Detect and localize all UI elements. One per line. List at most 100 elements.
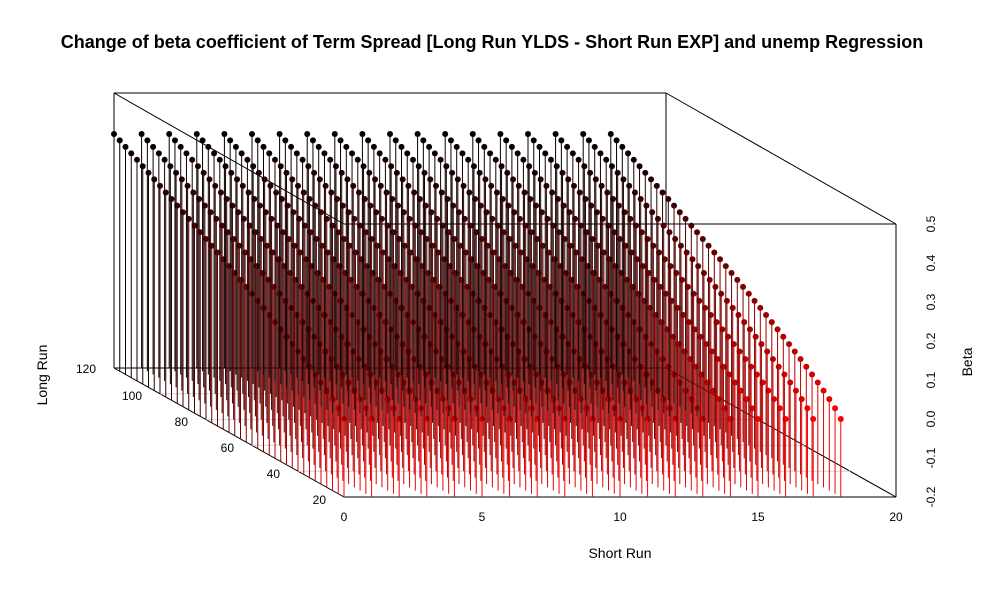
data-point — [498, 163, 505, 170]
data-point — [741, 319, 748, 326]
data-point — [393, 169, 400, 176]
data-point — [643, 202, 650, 209]
data-point — [442, 131, 449, 137]
z-tick-label: 0.5 — [924, 215, 938, 232]
data-point — [787, 379, 794, 386]
data-point — [542, 150, 549, 157]
data-point — [410, 156, 416, 163]
data-point — [531, 169, 538, 176]
data-point — [155, 150, 162, 157]
data-point — [388, 163, 395, 170]
data-point — [706, 276, 713, 283]
data-point — [559, 169, 566, 176]
x-tick-label: 0 — [341, 510, 348, 524]
data-point — [139, 163, 146, 170]
data-point — [792, 387, 799, 394]
data-point — [608, 163, 615, 170]
data-point — [304, 131, 311, 137]
data-point — [134, 156, 140, 163]
data-point — [571, 182, 577, 189]
data-point — [454, 176, 461, 183]
data-point — [460, 182, 467, 189]
data-point — [711, 249, 718, 256]
data-point — [470, 163, 477, 170]
data-point — [360, 163, 367, 170]
data-point — [349, 150, 356, 157]
data-point — [437, 156, 444, 163]
data-point — [598, 182, 605, 189]
y-tick-label: 60 — [221, 441, 235, 455]
data-point — [745, 290, 752, 297]
data-point — [427, 176, 434, 183]
data-point — [659, 189, 666, 196]
data-point — [184, 182, 191, 189]
data-point — [781, 371, 788, 378]
data-point — [316, 176, 323, 183]
z-tick-label: -0.2 — [924, 486, 938, 507]
data-point — [694, 229, 701, 236]
data-point — [300, 189, 307, 196]
data-point — [769, 356, 776, 363]
data-point — [666, 229, 673, 236]
data-point — [295, 182, 301, 189]
data-point — [399, 176, 406, 183]
data-point — [116, 137, 123, 144]
data-point — [503, 137, 510, 144]
data-point — [405, 182, 412, 189]
data-point — [521, 189, 528, 196]
data-point — [543, 182, 550, 189]
data-point — [820, 387, 827, 394]
data-point — [171, 137, 178, 144]
data-point — [597, 150, 604, 157]
data-point — [603, 156, 610, 163]
data-point — [327, 156, 334, 163]
data-point — [626, 182, 633, 189]
data-point — [433, 182, 439, 189]
data-point — [447, 137, 454, 144]
data-point — [144, 137, 151, 144]
data-point — [558, 137, 565, 144]
data-point — [672, 235, 679, 242]
data-point — [631, 189, 638, 196]
data-point — [797, 356, 804, 363]
data-point — [267, 182, 274, 189]
data-point — [585, 137, 592, 144]
data-point — [536, 143, 543, 150]
data-point — [288, 143, 295, 150]
data-point — [282, 137, 289, 144]
data-point — [729, 304, 736, 311]
data-point — [189, 156, 196, 163]
z-axis: -0.2 -0.1 0.0 0.1 0.2 0.3 0.4 0.5 — [924, 215, 938, 507]
data-point — [592, 176, 599, 183]
data-point — [193, 131, 200, 137]
data-point — [289, 176, 296, 183]
x-tick-label: 20 — [889, 510, 903, 524]
data-point — [431, 150, 438, 157]
data-point — [758, 341, 765, 348]
data-point — [810, 416, 817, 422]
data-point — [161, 156, 168, 163]
data-point — [751, 297, 758, 304]
data-point — [809, 371, 816, 378]
data-point — [315, 143, 322, 150]
data-point — [404, 150, 411, 157]
y-tick-label: 40 — [267, 467, 281, 481]
data-point — [728, 269, 735, 276]
data-point — [699, 235, 706, 242]
data-point — [150, 143, 157, 150]
data-point — [488, 182, 495, 189]
data-point — [449, 169, 456, 176]
data-point — [497, 131, 504, 137]
data-point — [183, 150, 190, 157]
data-point — [689, 256, 696, 263]
data-point — [145, 169, 152, 176]
data-point — [228, 169, 235, 176]
data-point — [111, 131, 117, 137]
data-point — [443, 163, 450, 170]
data-point — [331, 131, 338, 137]
data-point — [199, 137, 206, 144]
data-point — [587, 169, 594, 176]
data-point — [343, 143, 350, 150]
data-point — [383, 189, 390, 196]
